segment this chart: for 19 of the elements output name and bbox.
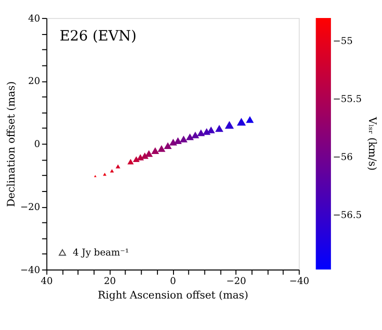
y-tick-label: 20 [28, 76, 40, 88]
x-tick-label: 0 [170, 276, 176, 288]
x-tick-label: 40 [40, 276, 53, 288]
x-tick-label: −20 [226, 276, 246, 288]
color-bar-title: Vₗₛᵣ (km/s) [366, 116, 378, 170]
legend-label: 4 Jy beam⁻¹ [72, 247, 130, 258]
color-bar-label: −56.5 [332, 210, 362, 221]
x-tick-label: 20 [104, 276, 116, 288]
color-bar-label: −55 [332, 36, 353, 47]
y-tick-label: 40 [28, 13, 40, 24]
y-tick-label: −20 [20, 202, 40, 213]
y-tick-label: −40 [20, 264, 40, 276]
x-tick-label: −40 [289, 276, 310, 288]
y-tick-label: 0 [34, 139, 40, 150]
x-axis-title: Right Ascension offset (mas) [98, 289, 248, 302]
color-bar-label: −55.5 [332, 94, 362, 105]
color-bar-label: −56 [332, 152, 353, 163]
annotation: E26 (EVN) [60, 28, 136, 45]
y-axis-title: Declination offset (mas) [6, 81, 18, 208]
